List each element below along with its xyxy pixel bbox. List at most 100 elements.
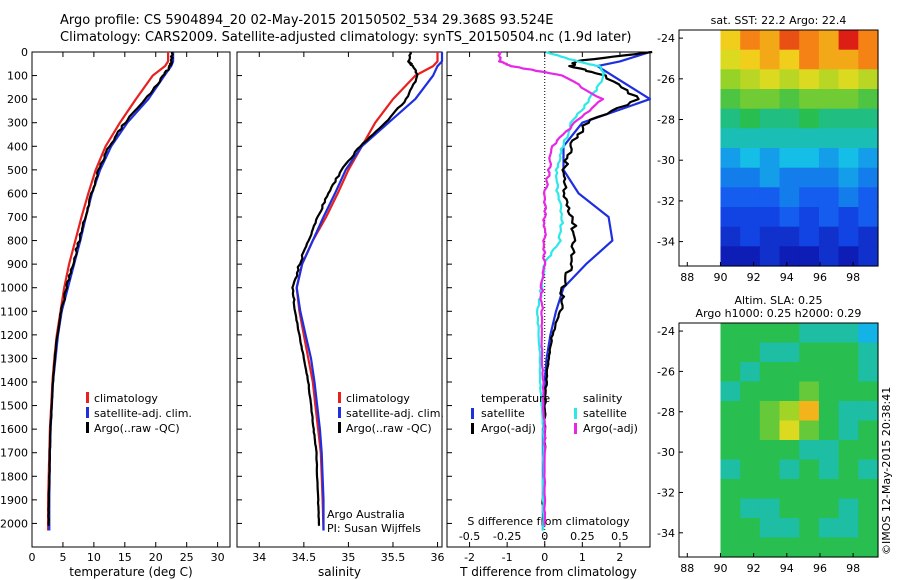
- temperature-axes-frame: [31, 51, 231, 548]
- heatmap-cell: [818, 518, 840, 539]
- heatmap-cell: [740, 226, 761, 247]
- heatmap-cell: [799, 148, 820, 169]
- legend-swatch: [86, 392, 89, 403]
- heatmap-cell: [759, 362, 781, 383]
- heatmap-cell: [838, 537, 859, 558]
- heatmap-cell: [838, 49, 859, 70]
- y-tick-label: 1300: [0, 352, 28, 365]
- heatmap-cell: [720, 537, 741, 558]
- series-line-Argo(..raw -QC): [47, 51, 174, 526]
- legend-swatch: [338, 407, 341, 418]
- heatmap-cell: [720, 30, 741, 51]
- heatmap-cell: [720, 440, 741, 461]
- heatmap-cell: [818, 479, 840, 500]
- heatmap-cell: [799, 401, 820, 422]
- heatmap-cell: [799, 89, 820, 110]
- x-tick-label: 98: [846, 562, 860, 575]
- heatmap-cell: [818, 148, 840, 169]
- heatmap-cell: [818, 30, 840, 51]
- heatmap-cell: [818, 459, 840, 480]
- heatmap-cell: [740, 246, 761, 267]
- credit-line1: Argo Australia: [327, 508, 405, 521]
- heatmap-cell: [720, 226, 741, 247]
- heatmap-cell: [779, 459, 800, 480]
- x-tick-label: 10: [87, 551, 101, 564]
- heatmap-cell: [818, 401, 840, 422]
- heatmap-cell: [759, 207, 781, 228]
- heatmap-cell: [759, 128, 781, 149]
- heatmap-cell: [720, 167, 741, 188]
- heatmap-cell: [858, 440, 879, 461]
- heatmap-cell: [818, 440, 840, 461]
- plot-title-line2: Climatology: CARS2009. Satellite-adjuste…: [60, 30, 632, 45]
- salinity-diff-tick-label: 0.25: [570, 530, 595, 543]
- heatmap-cell: [779, 49, 800, 70]
- heatmap-cell: [799, 459, 820, 480]
- x-tick-label: 96: [813, 562, 827, 575]
- heatmap-cell: [779, 362, 800, 383]
- heatmap-cell: [818, 381, 840, 402]
- legend-label: Argo(..raw -QC): [94, 422, 180, 435]
- salinity-diff-tick-label: 0.5: [611, 530, 629, 543]
- series-line-satellite-adj. clim.: [48, 52, 175, 531]
- y-tick-label: 1900: [0, 494, 28, 507]
- x-tick-label: 30: [211, 551, 225, 564]
- y-tick-label: 1600: [0, 423, 28, 436]
- salinity-diff-axis-label: S difference from climatology: [467, 515, 630, 528]
- heatmap-cell: [740, 69, 761, 90]
- heatmap-cell: [759, 401, 781, 422]
- heatmap-cell: [720, 420, 741, 441]
- heatmap-cell: [838, 108, 859, 129]
- heatmap-cell: [779, 30, 800, 51]
- heatmap-cell: [818, 187, 840, 208]
- legend-label: Argo(-adj): [583, 422, 638, 435]
- heatmap-cell: [720, 362, 741, 383]
- salinity-diff-tick-label: -0.25: [493, 530, 521, 543]
- heatmap-cell: [799, 246, 820, 267]
- heatmap-cell: [720, 479, 741, 500]
- heatmap-cell: [740, 518, 761, 539]
- heatmap-cell: [858, 459, 879, 480]
- heatmap-cell: [858, 420, 879, 441]
- series-line-temperature-satellite: [541, 50, 652, 531]
- heatmap-cell: [818, 420, 840, 441]
- series-line-salinity-Argo(-adj): [497, 51, 605, 526]
- heatmap-cell: [759, 30, 781, 51]
- heatmap-cell: [858, 362, 879, 383]
- sst_map-frame: [678, 29, 879, 267]
- x-tick-label: 0: [541, 551, 548, 564]
- heatmap-cell: [740, 537, 761, 558]
- heatmap-cell: [858, 401, 879, 422]
- heatmap-cell: [818, 108, 840, 129]
- sla_map-title: Argo h1000: 0.25 h2000: 0.29: [696, 307, 862, 320]
- y-tick-label: 0: [21, 46, 28, 59]
- heatmap-cell: [779, 401, 800, 422]
- y-tick-label: -32: [657, 195, 675, 208]
- y-tick-label: 1000: [0, 282, 28, 295]
- heatmap-cell: [799, 30, 820, 51]
- y-tick-label: 700: [7, 211, 28, 224]
- legend-label: climatology: [94, 392, 158, 405]
- heatmap-cell: [838, 148, 859, 169]
- legend-swatch: [471, 423, 474, 434]
- heatmap-cell: [838, 401, 859, 422]
- y-tick-label: -30: [657, 154, 675, 167]
- x-axis-label: temperature (deg C): [69, 565, 192, 579]
- heatmap-cell: [858, 479, 879, 500]
- x-tick-label: 98: [846, 271, 860, 284]
- y-tick-label: 1700: [0, 447, 28, 460]
- salinity-diff-tick-label: -0.5: [459, 530, 480, 543]
- sla_map-frame: [678, 322, 879, 558]
- heatmap-cell: [779, 69, 800, 90]
- heatmap-cell: [858, 537, 879, 558]
- y-tick-label: -26: [657, 73, 675, 86]
- heatmap-cell: [838, 381, 859, 402]
- heatmap-cell: [740, 89, 761, 110]
- legend-swatch: [338, 422, 341, 433]
- legend-swatch: [338, 392, 341, 403]
- heatmap-cell: [720, 69, 741, 90]
- legend-swatch: [574, 423, 577, 434]
- heatmap-cell: [858, 187, 879, 208]
- y-tick-label: 800: [7, 235, 28, 248]
